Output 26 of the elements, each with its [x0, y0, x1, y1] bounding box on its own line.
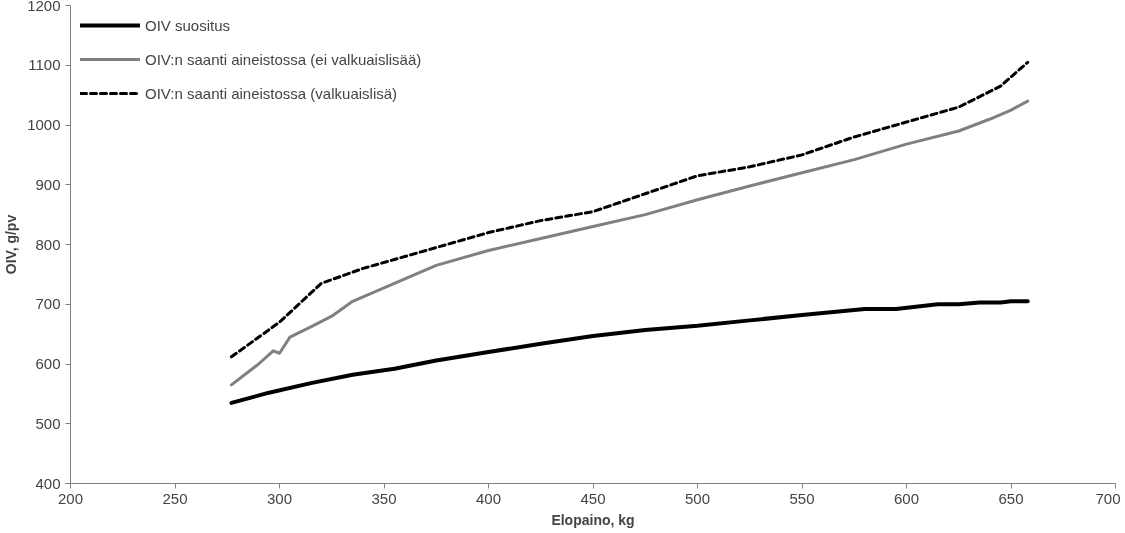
y-tick-label: 1200	[27, 0, 61, 14]
y-tick-label: 900	[35, 175, 61, 193]
x-tick-label: 450	[580, 489, 606, 507]
x-tick-label: 400	[475, 489, 502, 507]
x-tick-label: 500	[684, 489, 711, 507]
x-tick-label: 250	[162, 489, 188, 507]
y-tick-label: 500	[35, 414, 61, 432]
y-tick-label: 400	[35, 474, 61, 492]
y-tick-label: 600	[35, 355, 61, 372]
x-tick-label: 600	[893, 489, 920, 507]
y-tick-label: 700	[35, 295, 61, 313]
y-tick-label: 800	[35, 235, 61, 253]
x-tick-label: 300	[266, 489, 293, 507]
x-tick-label: 700	[1095, 489, 1121, 507]
legend-label: OIV:n saanti aineistossa (valkuaislisä)	[145, 84, 398, 102]
x-tick-label: 550	[789, 489, 815, 507]
legend-label: OIV:n saanti aineistossa (ei valkuaislisää)	[145, 50, 422, 68]
legend-label: OIV suositus	[145, 16, 231, 34]
y-axis-title: OIV, g/pv	[3, 214, 20, 275]
y-tick-label: 1100	[28, 56, 61, 74]
x-tick-label: 650	[998, 489, 1024, 507]
line-series	[229, 299, 1030, 405]
x-axis-title: Elopaino, kg	[551, 511, 635, 528]
x-tick-label: 350	[371, 489, 397, 507]
x-tick-label: 200	[57, 489, 84, 507]
y-tick-label: 1000	[27, 116, 61, 133]
